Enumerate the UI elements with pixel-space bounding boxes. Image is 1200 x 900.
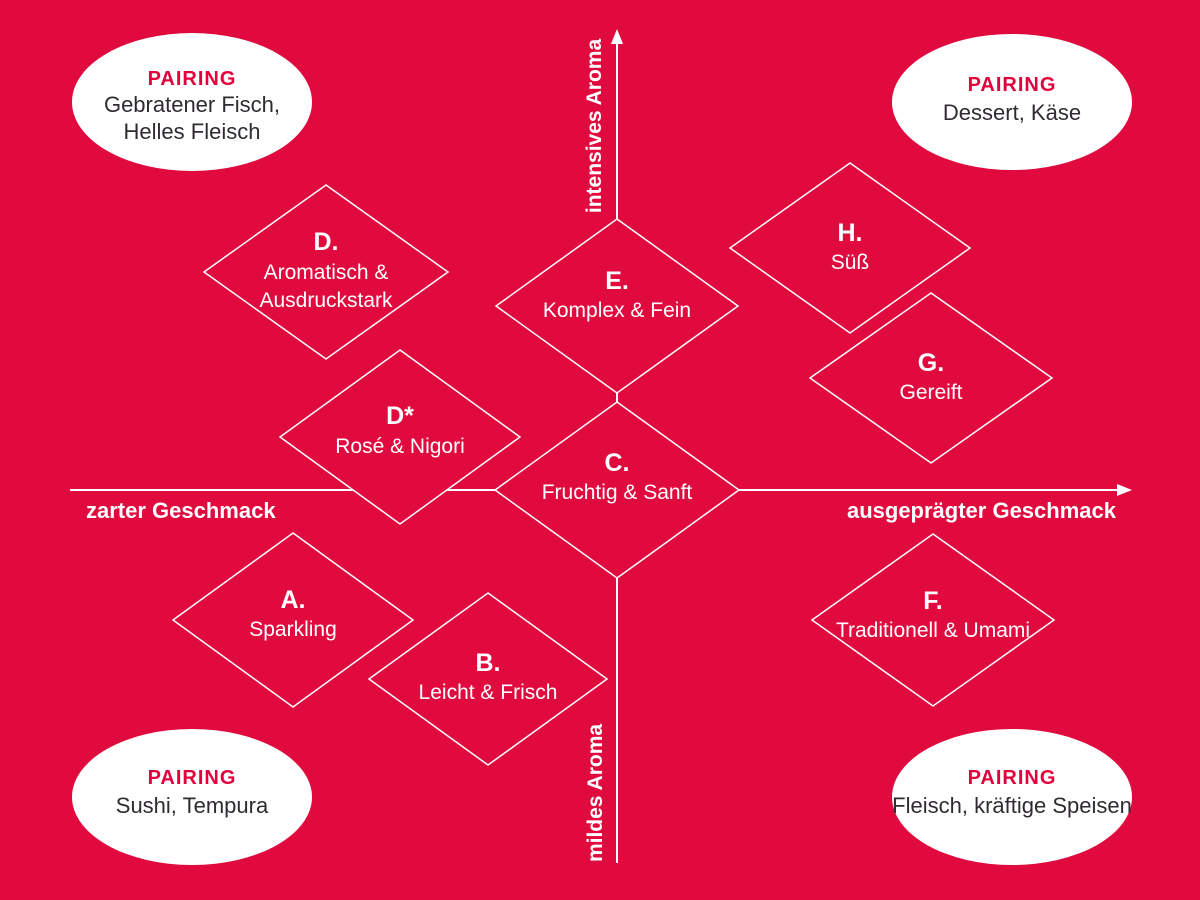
- diamond-h-letter: H.: [838, 219, 863, 247]
- diamond-b-letter: B.: [476, 649, 501, 677]
- diamond-c-label: Fruchtig & Sanft: [542, 481, 693, 504]
- diamond-f: F. Traditionell & Umami: [810, 533, 1056, 707]
- diamond-e-shape: [494, 218, 740, 394]
- pairing-bubble-top-right: PAIRING Dessert, Käse: [892, 34, 1132, 170]
- diamond-c-shape: [493, 401, 741, 579]
- diamond-d-letter: D.: [314, 228, 339, 256]
- diamond-dstar-letter: D*: [386, 402, 414, 430]
- diamond-a-label: Sparkling: [249, 618, 337, 641]
- pairing-title: PAIRING: [148, 767, 237, 789]
- diamond-c: C. Fruchtig & Sanft: [493, 401, 741, 579]
- pairing-text: Dessert, Käse: [943, 100, 1081, 125]
- pairing-bubble-bottom-right-shape: [892, 729, 1132, 865]
- pairing-bubble-top-right-shape: [892, 34, 1132, 170]
- diamond-g-shape: [808, 292, 1054, 464]
- diamond-e-label: Komplex & Fein: [543, 299, 691, 322]
- pairing-title: PAIRING: [968, 767, 1057, 789]
- right-arrow-icon: [1117, 484, 1132, 496]
- pairing-title: PAIRING: [148, 68, 237, 90]
- diamond-h: H. Süß: [728, 162, 972, 334]
- pairing-bubble-top-left-shape: [72, 33, 312, 171]
- axis-label-mildes-aroma: mildes Aroma: [584, 724, 607, 862]
- diamond-b-shape: [367, 592, 609, 766]
- diamond-e: E. Komplex & Fein: [494, 218, 740, 394]
- diamond-g: G. Gereift: [808, 292, 1054, 464]
- axis-label-zarter-geschmack: zarter Geschmack: [86, 498, 276, 523]
- up-arrow-icon: [611, 29, 623, 44]
- diamond-b: B. Leicht & Frisch: [367, 592, 609, 766]
- diamond-f-shape: [810, 533, 1056, 707]
- diamond-h-label: Süß: [831, 251, 870, 274]
- diamond-a: A. Sparkling: [171, 532, 415, 708]
- axis-label-ausgepraegter-geschmack: ausgeprägter Geschmack: [847, 498, 1117, 523]
- pairing-bubble-bottom-right: PAIRING Fleisch, kräftige Speisen: [892, 729, 1132, 865]
- diamond-h-shape: [728, 162, 972, 334]
- pairing-text: Sushi, Tempura: [116, 793, 269, 818]
- pairing-bubble-top-left: PAIRING Gebratener Fisch, Helles Fleisch: [72, 33, 312, 171]
- pairing-title: PAIRING: [968, 74, 1057, 96]
- diamond-d-label-line1: Aromatisch &: [264, 261, 389, 284]
- diamond-g-label: Gereift: [899, 381, 962, 404]
- diamond-c-letter: C.: [605, 449, 630, 477]
- diamond-dstar-shape: [278, 349, 522, 525]
- diamond-f-letter: F.: [923, 587, 942, 615]
- pairing-bubble-bottom-left: PAIRING Sushi, Tempura: [72, 729, 312, 865]
- diamond-d-label-line2: Ausdruckstark: [259, 289, 393, 312]
- diamond-d-shape: [202, 184, 450, 360]
- pairing-text: Fleisch, kräftige Speisen: [892, 793, 1132, 818]
- pairing-text-line1: Gebratener Fisch,: [104, 92, 280, 117]
- diamond-b-label: Leicht & Frisch: [419, 681, 558, 704]
- pairing-bubble-bottom-left-shape: [72, 729, 312, 865]
- diamond-d: D. Aromatisch & Ausdruckstark: [202, 184, 450, 360]
- pairing-text-line2: Helles Fleisch: [124, 119, 261, 144]
- diamond-f-label: Traditionell & Umami: [836, 619, 1030, 642]
- diamond-e-letter: E.: [605, 267, 629, 295]
- diamond-dstar: D* Rosé & Nigori: [278, 349, 522, 525]
- diamond-a-letter: A.: [281, 586, 306, 614]
- axis-label-intensives-aroma: intensives Aroma: [583, 39, 606, 214]
- diamond-dstar-label: Rosé & Nigori: [335, 435, 465, 458]
- diamond-g-letter: G.: [918, 349, 944, 377]
- diamond-a-shape: [171, 532, 415, 708]
